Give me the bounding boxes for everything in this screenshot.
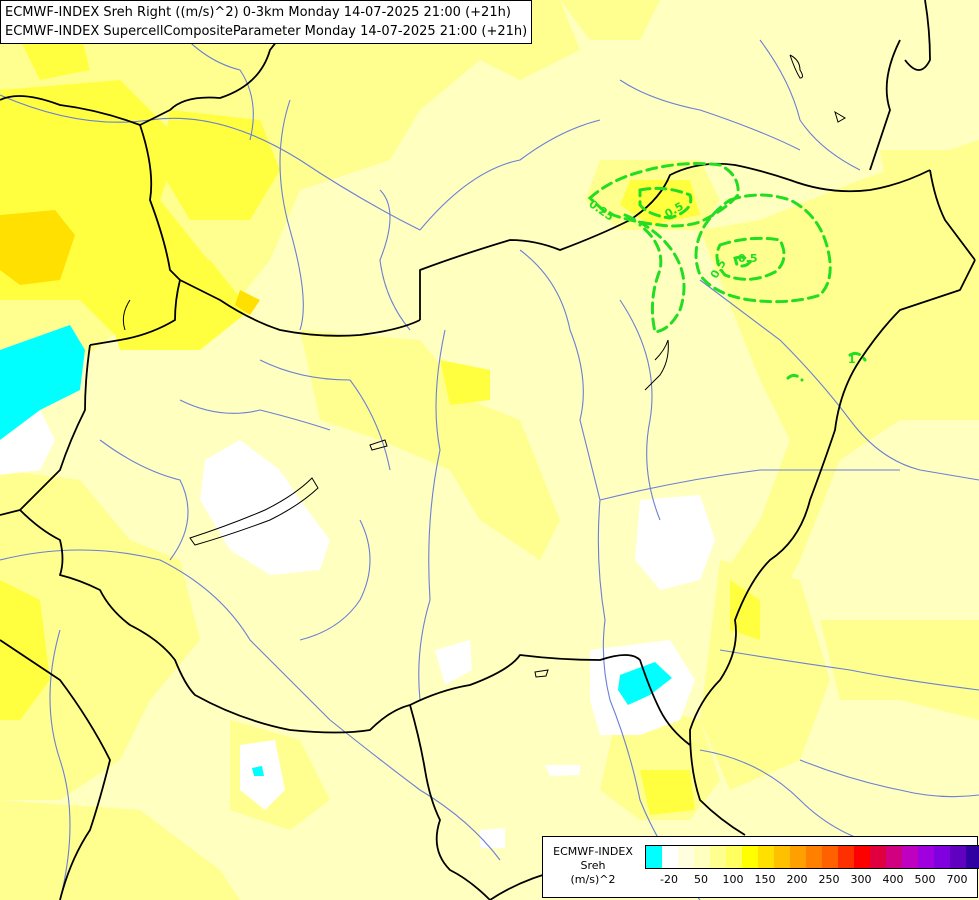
legend-swatch bbox=[710, 846, 726, 868]
lake-outline bbox=[189, 477, 319, 546]
legend-tick-label: 200 bbox=[786, 873, 808, 886]
legend-swatch bbox=[678, 846, 694, 868]
legend-swatch bbox=[646, 846, 662, 868]
legend-tick-label: 100 bbox=[722, 873, 744, 886]
color-legend: ECMWF-INDEX Sreh (m/s)^2 -20 50 100 150 200 2… bbox=[542, 836, 979, 898]
legend-swatch bbox=[662, 846, 678, 868]
contour-label: 1 bbox=[848, 353, 856, 366]
small-outlines bbox=[122, 54, 846, 678]
map-title-box: ECMWF-INDEX Sreh Right ((m/s)^2) 0-3km M… bbox=[0, 0, 533, 44]
legend-tick-labels: -20 50 100 150 200 250 300 400 500 700 bbox=[645, 873, 975, 889]
legend-swatch bbox=[870, 846, 886, 868]
legend-label-line-2: Sreh bbox=[580, 859, 606, 872]
legend-swatch bbox=[726, 846, 742, 868]
contour-label: 0.5 bbox=[738, 252, 758, 265]
legend-color-scale bbox=[645, 845, 979, 869]
legend-swatch bbox=[966, 846, 979, 868]
legend-label-line-3: (m/s)^2 bbox=[570, 873, 616, 886]
legend-tick-label: 400 bbox=[882, 873, 904, 886]
legend-swatch bbox=[838, 846, 854, 868]
legend-label-line-1: ECMWF-INDEX bbox=[553, 845, 633, 858]
legend-swatch bbox=[934, 846, 950, 868]
legend-swatch bbox=[854, 846, 870, 868]
scp-contours bbox=[587, 162, 867, 382]
legend-swatch bbox=[822, 846, 838, 868]
rivers bbox=[0, 19, 979, 900]
legend-swatch bbox=[902, 846, 918, 868]
map-title-line-1: ECMWF-INDEX Sreh Right ((m/s)^2) 0-3km M… bbox=[5, 5, 511, 20]
legend-swatch bbox=[950, 846, 966, 868]
legend-swatch bbox=[742, 846, 758, 868]
legend-swatch bbox=[694, 846, 710, 868]
legend-tick-label: 300 bbox=[850, 873, 872, 886]
legend-tick-label: 150 bbox=[754, 873, 776, 886]
legend-tick-label: 500 bbox=[914, 873, 936, 886]
sreh-field-yellow-max bbox=[0, 210, 260, 315]
legend-swatch bbox=[918, 846, 934, 868]
map-title-line-2: ECMWF-INDEX SupercellCompositeParameter … bbox=[5, 24, 528, 39]
legend-swatch bbox=[774, 846, 790, 868]
legend-swatch bbox=[806, 846, 822, 868]
legend-tick-label: 250 bbox=[818, 873, 840, 886]
legend-tick-label: 50 bbox=[694, 873, 708, 886]
legend-tick-label: 700 bbox=[946, 873, 968, 886]
legend-swatch bbox=[758, 846, 774, 868]
legend-label: ECMWF-INDEX Sreh (m/s)^2 bbox=[547, 845, 639, 887]
legend-tick-label: -20 bbox=[660, 873, 678, 886]
sreh-field-cyan bbox=[0, 325, 672, 776]
legend-swatch bbox=[886, 846, 902, 868]
legend-swatch bbox=[790, 846, 806, 868]
